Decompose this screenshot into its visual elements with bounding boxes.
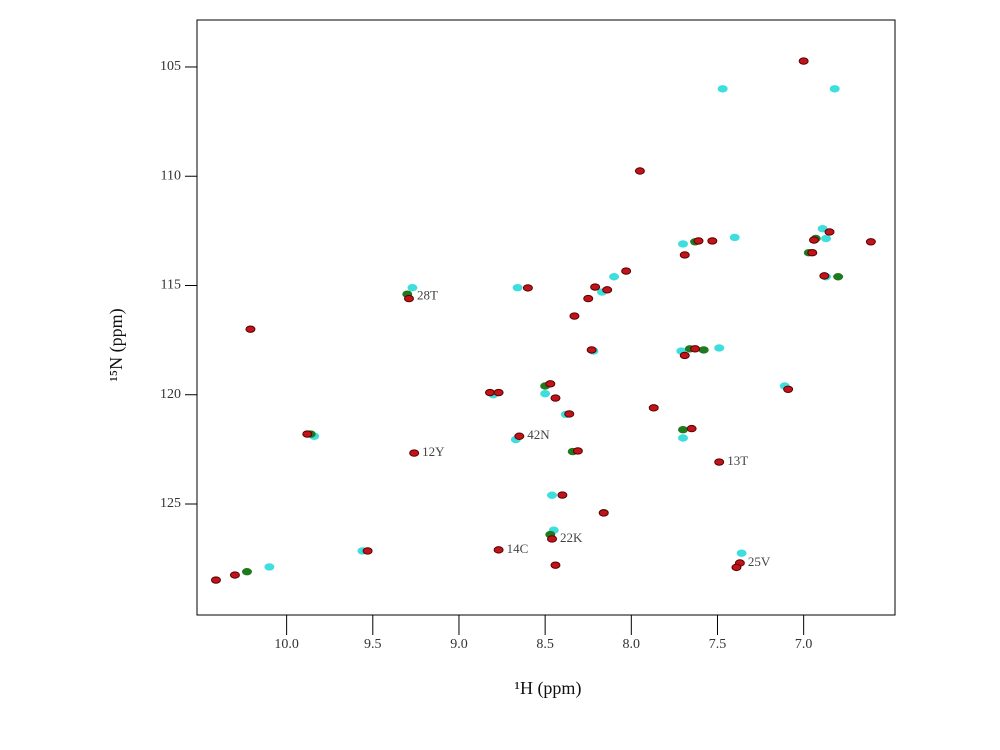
- peak: [678, 240, 689, 248]
- y-tick-label: 105: [160, 59, 181, 74]
- peak: [514, 432, 525, 440]
- x-tick-label: 10.0: [274, 637, 299, 652]
- peak: [819, 272, 830, 280]
- peak: [564, 410, 575, 418]
- plot-frame: [196, 19, 896, 616]
- peak: [717, 85, 728, 93]
- peak: [865, 238, 876, 246]
- peak: [590, 283, 601, 291]
- peak: [522, 284, 533, 292]
- peak: [557, 491, 568, 499]
- peak: [403, 294, 414, 303]
- peak: [621, 267, 632, 275]
- x-axis-title: ¹H (ppm): [515, 678, 582, 699]
- peak-annotation: 25V: [748, 554, 771, 569]
- peak: [407, 283, 418, 292]
- x-tick-label: 8.0: [623, 637, 641, 652]
- peak-annotation: 22K: [560, 530, 583, 545]
- peak: [493, 546, 504, 554]
- peak: [821, 234, 832, 243]
- peak: [693, 237, 704, 245]
- peak: [241, 568, 252, 576]
- peak: [833, 273, 844, 281]
- peak: [609, 273, 620, 281]
- peak: [686, 424, 697, 433]
- peak: [731, 563, 742, 572]
- peak: [714, 344, 725, 352]
- peak: [540, 389, 551, 398]
- peak: [245, 325, 256, 333]
- peak: [229, 571, 240, 579]
- x-tick-label: 9.5: [364, 637, 382, 652]
- peak: [586, 346, 597, 354]
- peak: [798, 57, 809, 65]
- peak: [679, 251, 690, 259]
- peak: [714, 458, 725, 466]
- peak: [817, 224, 828, 233]
- peak-annotation: 12Y: [422, 444, 445, 459]
- peak: [302, 430, 313, 438]
- peak: [598, 509, 609, 517]
- peak: [264, 563, 275, 571]
- x-tick-label: 9.0: [450, 637, 468, 652]
- peak: [572, 447, 583, 455]
- peak: [550, 561, 561, 569]
- peak-annotation: 14C: [507, 541, 529, 556]
- y-tick-label: 125: [160, 496, 181, 511]
- peak: [362, 547, 373, 555]
- peak: [679, 351, 690, 360]
- peak-annotation: 42N: [527, 427, 550, 442]
- y-axis-title: ¹⁵N (ppm): [106, 308, 127, 381]
- peak: [512, 283, 523, 292]
- peak: [824, 228, 835, 236]
- x-tick-label: 7.0: [795, 637, 813, 652]
- peak: [678, 434, 689, 442]
- peak: [569, 312, 580, 320]
- peak: [648, 404, 659, 412]
- y-tick-label: 110: [161, 168, 181, 183]
- peak: [698, 346, 709, 354]
- peak: [829, 85, 840, 93]
- x-tick-label: 8.5: [536, 637, 554, 652]
- peak: [736, 549, 747, 557]
- peak: [729, 233, 740, 242]
- y-tick-label: 120: [160, 387, 181, 402]
- peak-annotation: 28T: [417, 287, 438, 302]
- peak: [707, 237, 718, 245]
- x-tick-label: 7.5: [709, 637, 727, 652]
- peak: [634, 167, 645, 175]
- peak: [547, 535, 558, 543]
- y-tick-label: 115: [161, 278, 181, 293]
- peak: [783, 385, 794, 393]
- peak: [690, 345, 701, 353]
- peak: [808, 236, 819, 244]
- peak: [602, 286, 613, 294]
- peak: [545, 380, 556, 388]
- peak: [550, 394, 561, 402]
- peak: [493, 388, 504, 397]
- peak: [678, 426, 689, 434]
- peak: [807, 249, 818, 257]
- peak: [583, 294, 594, 303]
- peak: [547, 491, 558, 499]
- peak: [210, 576, 221, 584]
- peak: [484, 388, 495, 397]
- peak: [409, 449, 420, 457]
- peak-annotation: 13T: [727, 453, 748, 468]
